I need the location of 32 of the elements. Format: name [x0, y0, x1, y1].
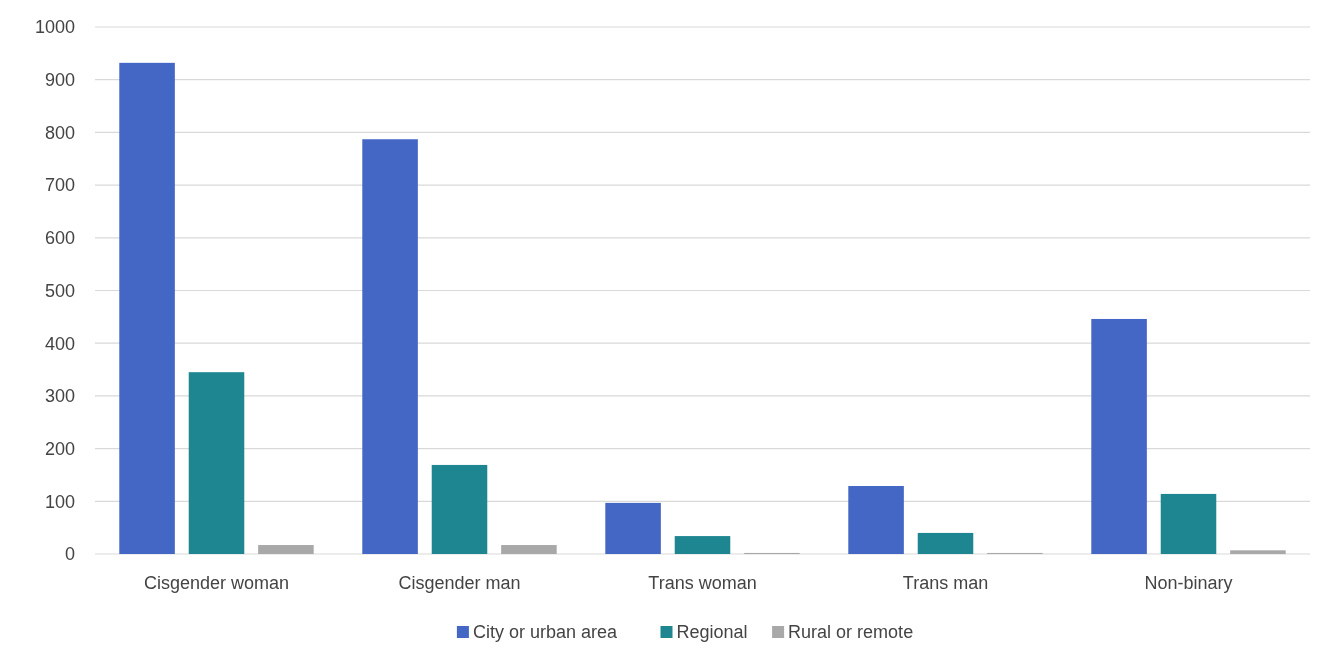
y-tick-label: 200: [44, 438, 75, 459]
bar: [188, 372, 245, 554]
legend-label: City or urban area: [472, 622, 618, 643]
y-tick-label: 1000: [34, 17, 75, 38]
y-tick-label: 100: [44, 491, 75, 512]
x-tick-label: Non-binary: [1144, 573, 1233, 593]
y-tick-label: 0: [64, 544, 75, 565]
bar: [917, 532, 974, 554]
bar: [119, 62, 175, 554]
bar: [258, 545, 314, 554]
y-tick-label: 500: [44, 280, 75, 301]
legend-label: Rural or remote: [788, 622, 914, 643]
bar: [501, 545, 557, 554]
x-tick-label: Cisgender woman: [143, 573, 290, 593]
bar: [1160, 493, 1217, 554]
x-tick-label: Trans woman: [648, 573, 757, 593]
bar: [1091, 318, 1147, 554]
bar: [431, 464, 488, 554]
x-tick-label: Cisgender man: [398, 573, 521, 593]
x-tick-label: Trans man: [902, 573, 989, 593]
y-tick-label: 900: [44, 70, 75, 90]
y-tick-label: 600: [44, 228, 75, 249]
y-tick-label: 300: [44, 386, 75, 407]
bar: [848, 486, 904, 554]
y-tick-label: 400: [44, 333, 75, 354]
y-tick-label: 800: [44, 122, 75, 143]
bar: [605, 502, 661, 554]
bar: [1230, 550, 1286, 554]
bar: [674, 536, 731, 554]
bar: [362, 139, 418, 554]
legend-label: Regional: [676, 622, 748, 643]
y-tick-label: 700: [44, 175, 75, 196]
